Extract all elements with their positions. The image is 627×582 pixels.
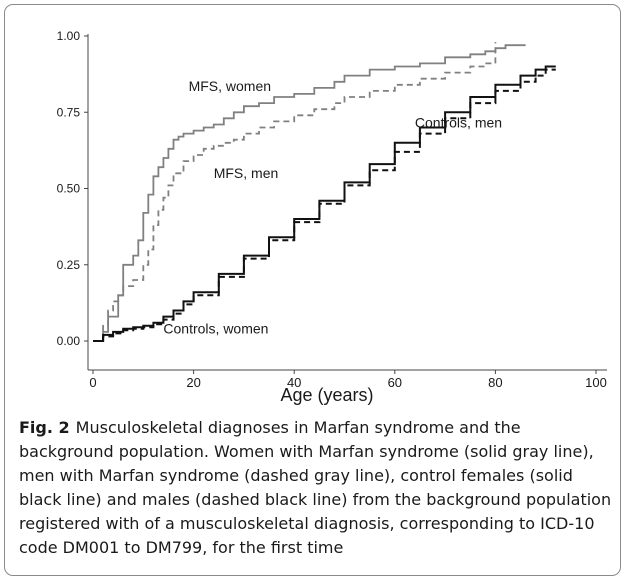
y-tick-label: 0.75 — [57, 105, 81, 119]
series-annotation: MFS, women — [189, 78, 271, 94]
annotation-layer: MFS, women MFS, men Controls, men Controls,… — [163, 78, 502, 336]
x-axis-label: Age (years) — [280, 385, 373, 405]
y-tick-label: 1.00 — [57, 29, 81, 43]
series-annotation: MFS, men — [214, 165, 279, 181]
line-chart: 0.00 0.25 0.50 0.75 1.00 0 20 40 60 80 100 MFS, w… — [57, 29, 607, 405]
x-tick-label: 80 — [488, 375, 502, 390]
series-line-mfs-men — [93, 42, 497, 342]
figure-frame — [4, 4, 621, 576]
figure-label: Fig. 2 — [19, 418, 70, 437]
x-axis-ticks: 0 20 40 60 80 100 — [89, 370, 607, 390]
series-layer — [93, 42, 556, 342]
figure-caption: Fig. 2 Musculoskeletal diagnoses in Marfa… — [19, 416, 615, 560]
figure-caption-text: Musculoskeletal diagnoses in Marfan synd… — [19, 418, 612, 557]
series-annotation: Controls, women — [163, 320, 268, 336]
y-axis-ticks: 0.00 0.25 0.50 0.75 1.00 — [57, 29, 88, 348]
series-line-mfs-women — [93, 44, 526, 342]
y-tick-label: 0.50 — [57, 182, 81, 196]
x-tick-label: 20 — [186, 375, 200, 390]
series-line-controls-women — [93, 65, 556, 342]
series-line-controls-men — [93, 68, 556, 342]
x-tick-label: 0 — [89, 375, 96, 390]
y-tick-label: 0.00 — [57, 334, 81, 348]
x-tick-label: 60 — [388, 375, 402, 390]
x-tick-label: 100 — [585, 375, 607, 390]
y-tick-label: 0.25 — [57, 258, 81, 272]
series-annotation: Controls, men — [415, 115, 502, 131]
x-tick-label: 40 — [287, 375, 301, 390]
